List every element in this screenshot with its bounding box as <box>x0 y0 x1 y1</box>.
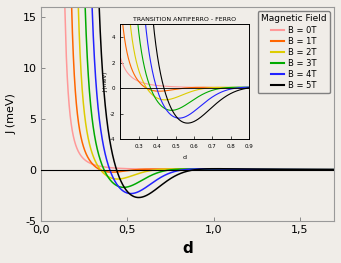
B = 2T <box>332 168 336 171</box>
Y-axis label: J (meV): J (meV) <box>7 93 17 134</box>
B = 0T <box>194 168 198 171</box>
B = 5T <box>163 181 167 184</box>
B = 3T <box>101 167 105 170</box>
B = 2T <box>116 178 120 181</box>
B = 0T <box>243 168 247 171</box>
B = 4T <box>332 168 336 171</box>
B = 5T <box>137 196 141 199</box>
B = 4T <box>233 168 237 171</box>
B = 1T <box>66 0 70 3</box>
B = 0T <box>132 167 136 170</box>
B = 4T <box>122 190 127 193</box>
B = 0T <box>176 168 180 171</box>
B = 0T <box>101 165 105 168</box>
B = 5T <box>166 178 170 181</box>
B = 2T <box>277 168 281 171</box>
Line: B = 5T: B = 5T <box>83 2 334 198</box>
B = 2T <box>173 168 177 171</box>
B = 5T <box>177 173 181 176</box>
B = 2T <box>65 0 69 3</box>
B = 2T <box>134 173 138 176</box>
B = 5T <box>332 168 336 171</box>
B = 2T <box>176 168 180 171</box>
B = 2T <box>157 168 161 171</box>
Line: B = 2T: B = 2T <box>67 2 334 179</box>
B = 3T <box>122 186 126 189</box>
B = 1T <box>110 171 114 174</box>
B = 1T <box>60 0 64 3</box>
B = 5T <box>193 168 197 171</box>
B = 4T <box>129 192 133 195</box>
B = 3T <box>76 0 80 3</box>
Legend: B = 0T, B = 1T, B = 2T, B = 3T, B = 4T, B = 5T: B = 0T, B = 1T, B = 2T, B = 3T, B = 4T, … <box>257 11 330 93</box>
B = 3T <box>70 0 74 3</box>
B = 3T <box>109 179 113 182</box>
X-axis label: d: d <box>182 241 193 256</box>
B = 2T <box>324 168 328 171</box>
B = 1T <box>332 168 336 171</box>
B = 4T <box>116 184 120 188</box>
B = 3T <box>325 168 329 171</box>
B = 4T <box>128 192 132 195</box>
B = 1T <box>313 168 317 171</box>
B = 3T <box>332 168 336 171</box>
B = 3T <box>158 170 162 173</box>
Line: B = 0T: B = 0T <box>57 2 334 170</box>
B = 0T <box>239 168 243 171</box>
B = 3T <box>178 168 182 171</box>
B = 0T <box>332 168 336 171</box>
B = 5T <box>124 188 128 191</box>
B = 4T <box>75 0 79 3</box>
B = 4T <box>248 168 252 171</box>
B = 1T <box>301 168 305 171</box>
B = 4T <box>141 188 145 191</box>
Line: B = 3T: B = 3T <box>72 2 334 187</box>
Line: B = 4T: B = 4T <box>77 2 334 194</box>
Line: B = 1T: B = 1T <box>62 2 334 172</box>
B = 1T <box>99 169 103 172</box>
B = 5T <box>81 0 85 3</box>
B = 0T <box>55 0 59 3</box>
B = 1T <box>326 168 330 171</box>
B = 1T <box>193 168 197 171</box>
B = 5T <box>176 173 180 176</box>
